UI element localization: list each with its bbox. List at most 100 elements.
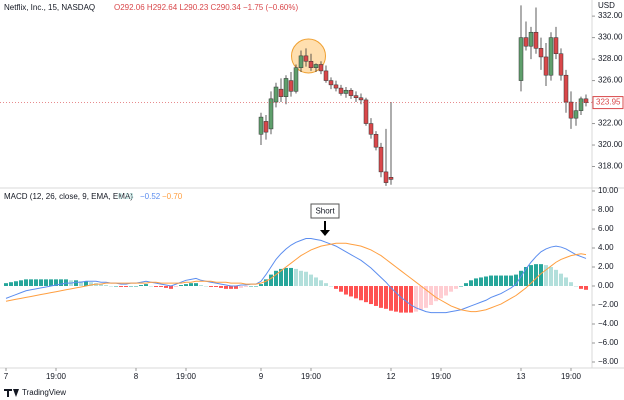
histogram-bar	[494, 275, 498, 286]
histogram-bar	[269, 274, 273, 286]
histogram-bar	[414, 286, 418, 312]
histogram-bar	[554, 269, 558, 286]
histogram-bar	[419, 286, 423, 310]
logo-icon	[4, 389, 19, 397]
candle-body	[268, 98, 274, 130]
histogram-bar	[79, 281, 83, 286]
y-tick-label: 0.00	[598, 281, 614, 290]
x-tick-label: 8	[134, 372, 139, 381]
candle-body	[358, 97, 364, 101]
candle-body	[573, 110, 579, 119]
candle-body	[353, 95, 359, 99]
histogram-bar	[299, 270, 303, 286]
candle-body	[348, 89, 354, 96]
y-tick-label: 318.00	[598, 162, 623, 171]
candle-body	[528, 31, 534, 47]
candle-body	[333, 84, 339, 89]
histogram-bar	[219, 286, 223, 288]
candle-body	[523, 37, 529, 47]
histogram-bar	[194, 283, 198, 286]
histogram-bar	[439, 286, 443, 299]
candle-body	[583, 98, 589, 103]
candle-body	[283, 78, 289, 97]
annotation: Short	[315, 207, 335, 216]
candle-body	[373, 134, 379, 148]
histogram-bar	[239, 286, 243, 288]
histogram-bar	[344, 286, 348, 295]
histogram-bar	[289, 267, 293, 286]
histogram-bar	[489, 275, 493, 286]
candle-body	[368, 123, 374, 135]
histogram-bar	[104, 285, 108, 286]
histogram-bar	[479, 277, 483, 286]
symbol-title: Netflix, Inc., 15, NASDAQ	[4, 3, 95, 12]
candle-body	[323, 70, 329, 81]
histogram-bar	[374, 286, 378, 306]
histogram-bar	[574, 286, 578, 287]
candle-body	[553, 37, 559, 54]
legend-value: −0.52	[140, 192, 161, 201]
x-tick-label: 19:00	[561, 372, 582, 381]
last-price-label: 323.95	[596, 98, 621, 107]
histogram-bar	[359, 286, 363, 301]
histogram-bar	[354, 286, 358, 299]
candle-body	[533, 31, 539, 49]
histogram-bar	[474, 278, 478, 286]
histogram-bar	[424, 286, 428, 308]
x-tick-label: 13	[517, 372, 526, 381]
histogram-bar	[444, 286, 448, 296]
histogram-bar	[394, 286, 398, 312]
histogram-bar	[254, 286, 258, 287]
y-tick-label: −8.00	[598, 357, 619, 366]
histogram-bar	[264, 279, 268, 286]
histogram-bar	[539, 264, 543, 286]
histogram-bar	[504, 275, 508, 286]
y-tick-label: 326.00	[598, 76, 623, 85]
histogram-bar	[59, 279, 63, 286]
candle-body	[298, 55, 304, 68]
histogram-bar	[99, 284, 103, 286]
histogram-bar	[409, 286, 413, 313]
y-tick-label: 328.00	[598, 54, 623, 63]
candle-body	[328, 80, 334, 86]
y-tick-label: 6.00	[598, 224, 614, 233]
histogram-bar	[49, 279, 53, 286]
last-price-box	[592, 96, 624, 110]
signal-line	[5, 242, 587, 313]
histogram-bar	[534, 264, 538, 286]
histogram-bar	[29, 279, 33, 286]
histogram-bar	[454, 286, 458, 289]
currency-label: USD	[598, 1, 615, 10]
histogram-bar	[559, 273, 563, 286]
histogram-bar	[329, 286, 333, 287]
histogram-bar	[229, 286, 233, 289]
histogram-bar	[189, 283, 193, 286]
histogram-bar	[324, 283, 328, 286]
histogram-bar	[244, 286, 248, 287]
histogram-bar	[4, 283, 8, 286]
candle-body	[343, 89, 349, 94]
candle-body	[378, 146, 384, 173]
histogram-bar	[164, 286, 168, 288]
histogram-bar	[509, 275, 513, 286]
legend-value: −0.70	[162, 192, 183, 201]
candle-body	[563, 74, 569, 103]
histogram-bar	[89, 282, 93, 286]
histogram-bar	[334, 286, 338, 289]
histogram-bar	[514, 274, 518, 286]
histogram-bar	[109, 286, 113, 287]
histogram-bar	[279, 268, 283, 286]
candle-body	[548, 37, 554, 76]
histogram-bar	[304, 271, 308, 286]
y-tick-label: 330.00	[598, 33, 623, 42]
y-tick-label: 332.00	[598, 11, 623, 20]
y-tick-label: 10.00	[598, 186, 619, 195]
histogram-bar	[159, 286, 163, 287]
histogram-bar	[19, 280, 23, 286]
histogram-bar	[544, 265, 548, 286]
histogram-bar	[224, 286, 228, 289]
histogram-bar	[309, 274, 313, 286]
histogram-bar	[314, 277, 318, 286]
annotation-arrowhead	[320, 230, 330, 236]
histogram-bar	[9, 282, 13, 286]
